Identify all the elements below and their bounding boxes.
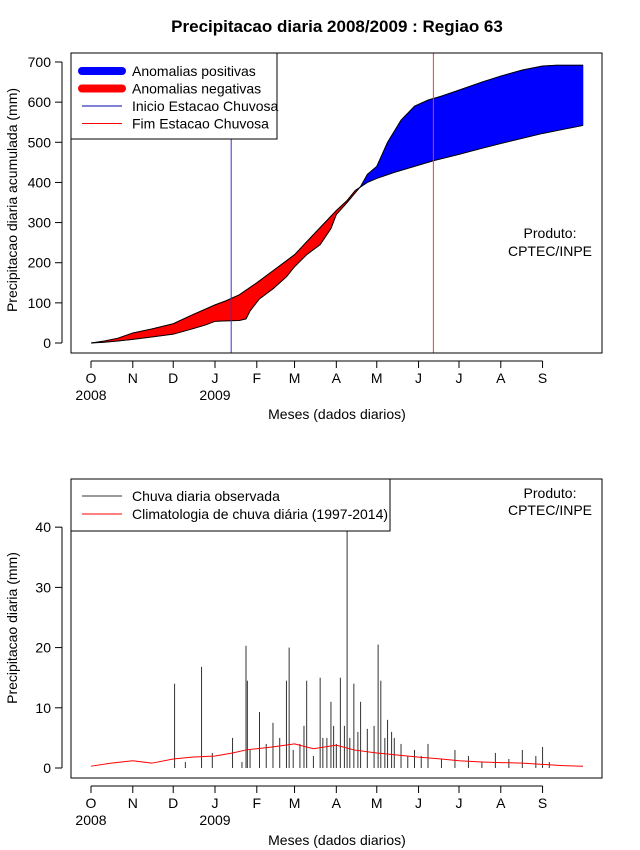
x-tick-label: J — [415, 370, 422, 386]
legend-entries-2: Chuva diaria observada Climatologia de ch… — [82, 488, 388, 522]
y-tick-label: 500 — [28, 134, 52, 150]
product-label-1: Produto: — [524, 225, 577, 241]
x-tick-label: O — [86, 370, 97, 386]
x-tick-label: J — [415, 795, 422, 811]
y-tick-label: 600 — [28, 94, 52, 110]
y-tick-label: 0 — [43, 335, 51, 351]
plot-frame-1 — [70, 52, 603, 354]
x-tick-label: J — [455, 795, 462, 811]
product-label-2: Produto: — [524, 485, 577, 501]
x-tick-label: F — [253, 370, 262, 386]
legend-label: Fim Estacao Chuvosa — [132, 116, 269, 132]
y-tick-label: 20 — [35, 640, 51, 656]
product-name-2: CPTEC/INPE — [508, 502, 592, 518]
daily-chart: 0 10 20 30 40 O N D J F M A M J J A S 2008 2009 Precipita… — [4, 478, 603, 848]
x-tick-label: A — [496, 370, 506, 386]
legend-label: Anomalias positivas — [132, 63, 256, 79]
y-tick-label: 10 — [35, 700, 51, 716]
x-tick-label: F — [253, 795, 262, 811]
y-tick-label: 0 — [43, 760, 51, 776]
x-tick-label: D — [168, 370, 178, 386]
x-tick-label: O — [86, 795, 97, 811]
positive-anomaly — [581, 64, 584, 127]
x-tick-label: N — [128, 370, 138, 386]
x-tick-label: S — [538, 795, 547, 811]
year-label: 2008 — [75, 387, 106, 403]
x-tick-label: N — [128, 795, 138, 811]
observed-cumulative-line — [90, 64, 583, 344]
x-axis-2: O N D J F M A M J J A S 2008 2009 — [75, 785, 547, 828]
x-tick-label: M — [371, 370, 383, 386]
legend-label: Inicio Estacao Chuvosa — [132, 98, 279, 114]
cumulative-chart: Precipitacao diaria 2008/2009 : Regiao 6… — [4, 17, 603, 422]
y-tick-label: 200 — [28, 255, 52, 271]
x-tick-label: S — [538, 370, 547, 386]
y-axis-label-1: Precipitacao diaria acumulada (mm) — [4, 88, 20, 312]
climatology-daily-line — [90, 743, 584, 767]
y-tick-label: 700 — [28, 54, 52, 70]
climatology-line — [90, 743, 584, 767]
x-tick-label: M — [289, 370, 301, 386]
x-tick-label: M — [289, 795, 301, 811]
y-axis-label-2: Precipitacao diaria (mm) — [4, 552, 20, 704]
legend-label: Anomalias negativas — [132, 81, 261, 97]
climatology-cumulative-line — [90, 124, 584, 344]
x-tick-label: A — [496, 795, 506, 811]
legend-1: Anomalias positivas Anomalias negativasIn… — [70, 52, 279, 140]
y-tick-label: 30 — [35, 579, 51, 595]
y-axis-2: 0 10 20 30 40 — [35, 519, 63, 776]
daily-bars — [174, 479, 550, 768]
legend-label: Climatologia de chuva diária (1997-2014) — [132, 506, 388, 522]
x-axis-label-1: Meses (dados diarios) — [268, 406, 406, 422]
legend-box-2 — [70, 478, 391, 532]
x-axis-label-2: Meses (dados diarios) — [268, 832, 406, 848]
y-tick-label: 400 — [28, 174, 52, 190]
y-tick-label: 100 — [28, 295, 52, 311]
y-tick-label: 40 — [35, 519, 51, 535]
anomaly-areas — [90, 64, 584, 344]
x-tick-label: J — [212, 370, 219, 386]
year-label: 2009 — [199, 812, 230, 828]
chart-title: Precipitacao diaria 2008/2009 : Regiao 6… — [171, 17, 503, 36]
x-tick-label: A — [332, 795, 342, 811]
year-label: 2008 — [75, 812, 106, 828]
legend-2: Chuva diaria observada Climatologia de ch… — [70, 478, 391, 532]
x-tick-label: M — [371, 795, 383, 811]
legend-label: Chuva diaria observada — [132, 488, 280, 504]
x-tick-label: A — [332, 370, 342, 386]
x-tick-label: J — [455, 370, 462, 386]
x-tick-label: D — [168, 795, 178, 811]
product-name-1: CPTEC/INPE — [508, 243, 592, 259]
y-tick-label: 300 — [28, 215, 52, 231]
x-axis-1: O N D J F M A M J J A S 2008 2009 — [75, 360, 547, 403]
year-label: 2009 — [199, 387, 230, 403]
legend-entries-1: Anomalias positivas Anomalias negativasIn… — [78, 63, 279, 132]
y-axis-1: 0 100 200 300 400 500 600 700 — [28, 54, 63, 351]
x-tick-label: J — [212, 795, 219, 811]
